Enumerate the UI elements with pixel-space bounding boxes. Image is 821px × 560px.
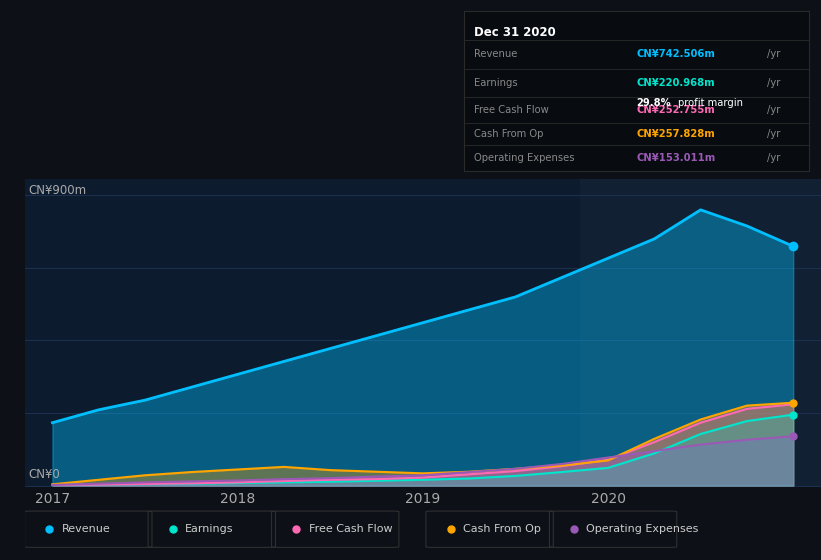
Text: CN¥252.755m: CN¥252.755m xyxy=(636,105,715,115)
Text: CN¥153.011m: CN¥153.011m xyxy=(636,153,716,163)
Text: Cash From Op: Cash From Op xyxy=(475,129,544,139)
Text: Cash From Op: Cash From Op xyxy=(463,524,541,534)
Text: Earnings: Earnings xyxy=(475,78,518,88)
Text: Operating Expenses: Operating Expenses xyxy=(586,524,699,534)
Text: /yr: /yr xyxy=(768,105,781,115)
Text: Free Cash Flow: Free Cash Flow xyxy=(475,105,549,115)
Text: /yr: /yr xyxy=(768,49,781,59)
Text: Revenue: Revenue xyxy=(475,49,517,59)
Text: /yr: /yr xyxy=(768,153,781,163)
Bar xyxy=(580,179,821,487)
Text: Earnings: Earnings xyxy=(186,524,234,534)
Text: profit margin: profit margin xyxy=(677,98,743,108)
Text: Operating Expenses: Operating Expenses xyxy=(475,153,575,163)
Text: CN¥742.506m: CN¥742.506m xyxy=(636,49,715,59)
Text: /yr: /yr xyxy=(768,78,781,88)
Text: Dec 31 2020: Dec 31 2020 xyxy=(475,26,556,39)
Text: CN¥257.828m: CN¥257.828m xyxy=(636,129,715,139)
Text: Revenue: Revenue xyxy=(62,524,110,534)
Text: /yr: /yr xyxy=(768,129,781,139)
Text: Free Cash Flow: Free Cash Flow xyxy=(309,524,392,534)
Text: CN¥220.968m: CN¥220.968m xyxy=(636,78,715,88)
Text: CN¥900m: CN¥900m xyxy=(29,184,87,197)
Text: 29.8%: 29.8% xyxy=(636,98,671,108)
Text: CN¥0: CN¥0 xyxy=(29,468,61,481)
